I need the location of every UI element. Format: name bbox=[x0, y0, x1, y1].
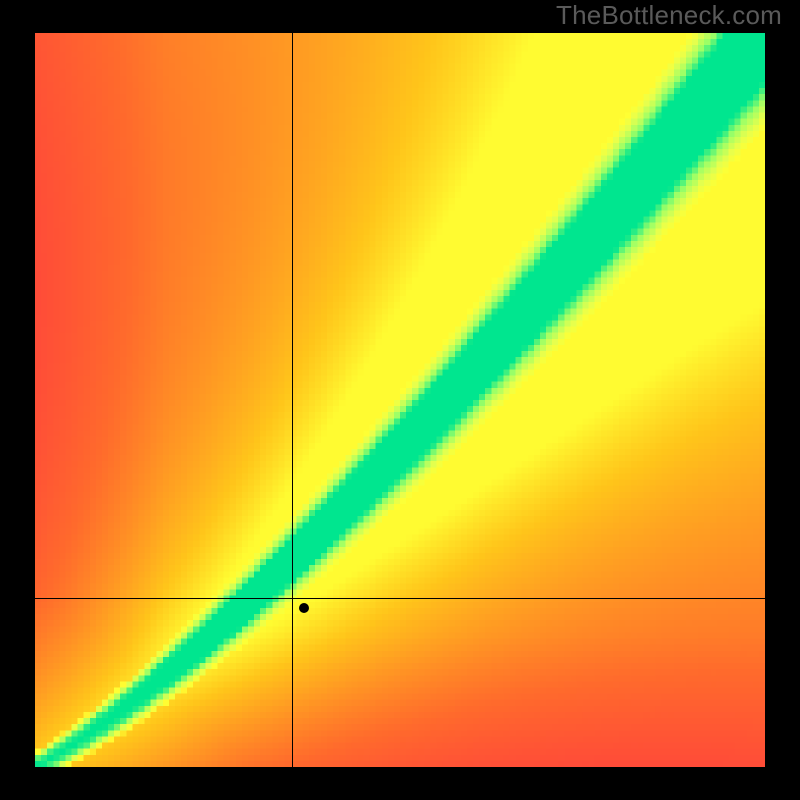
heatmap-canvas bbox=[35, 33, 765, 767]
marker-dot bbox=[299, 603, 309, 613]
chart-container: { "watermark": "TheBottleneck.com", "hea… bbox=[0, 0, 800, 800]
crosshair-vertical bbox=[292, 33, 293, 767]
watermark-text: TheBottleneck.com bbox=[556, 0, 782, 31]
heatmap-area bbox=[35, 33, 765, 767]
crosshair-horizontal bbox=[35, 598, 765, 599]
